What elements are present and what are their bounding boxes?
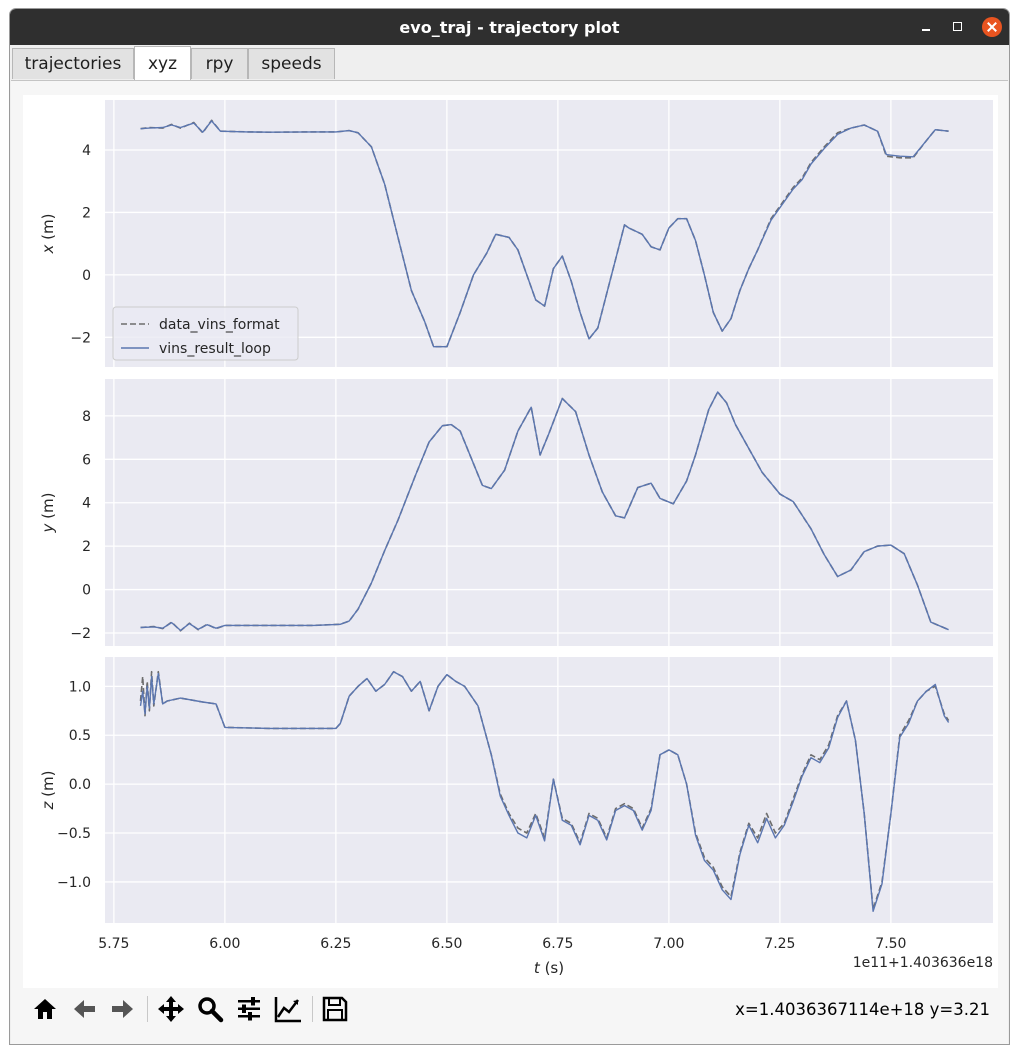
x-tick-label: 6.50 bbox=[431, 936, 462, 952]
x-tick-label: 6.75 bbox=[542, 936, 573, 952]
tab-bar: trajectories xyz rpy speeds bbox=[10, 45, 1009, 81]
legend-label: vins_result_loop bbox=[159, 341, 271, 357]
navigation-toolbar: x=1.4036367114e+18 y=3.21 bbox=[11, 986, 1008, 1044]
tab-rpy[interactable]: rpy bbox=[191, 48, 248, 79]
y-tick-label: −2 bbox=[70, 330, 91, 346]
x-axis-label: t (s) bbox=[534, 959, 564, 977]
tab-xyz[interactable]: xyz bbox=[134, 46, 191, 81]
y-tick-label: −1.0 bbox=[57, 875, 91, 891]
back-arrow-icon[interactable] bbox=[69, 994, 99, 1024]
forward-arrow-icon[interactable] bbox=[108, 994, 138, 1024]
y-axis-label: x (m) bbox=[39, 214, 57, 255]
series-line-vins_result_loop bbox=[139, 671, 950, 912]
y-tick-label: 0.5 bbox=[69, 728, 91, 744]
window-title: evo_traj - trajectory plot bbox=[399, 18, 620, 37]
save-icon[interactable] bbox=[320, 994, 350, 1024]
y-axis-label: z (m) bbox=[39, 771, 57, 811]
y-tick-label: −0.5 bbox=[57, 826, 91, 842]
series-line-vins_result_loop bbox=[140, 391, 949, 632]
subplot-y: −2 0 2 4 6 8 y (m) bbox=[39, 379, 993, 646]
x-tick-label: 6.25 bbox=[320, 936, 351, 952]
legend-box bbox=[112, 306, 299, 361]
x-tick-label: 5.75 bbox=[98, 936, 129, 952]
tab-trajectories[interactable]: trajectories bbox=[12, 48, 134, 79]
series-line-vins_result_loop bbox=[140, 120, 949, 348]
title-bar: evo_traj - trajectory plot bbox=[10, 9, 1009, 45]
x-offset-label: 1e11+1.403636e18 bbox=[853, 955, 993, 971]
y-tick-label: 0 bbox=[82, 268, 91, 284]
subplot-x: −2 0 2 4 x (m) data_vins_format vins_result_lo… bbox=[39, 100, 993, 367]
subplot-z: −1.0 −0.5 0.0 0.5 1.0 z (m) 5.75 6.00 6.25 6.50 6.… bbox=[39, 657, 993, 977]
tab-panel-xyz: −2 0 2 4 x (m) data_vins_format vins_result_lo… bbox=[11, 80, 1008, 1044]
y-tick-label: 8 bbox=[82, 409, 91, 425]
figure-canvas[interactable]: −2 0 2 4 x (m) data_vins_format vins_result_lo… bbox=[23, 95, 998, 988]
minimize-icon[interactable] bbox=[916, 17, 936, 37]
legend: data_vins_format vins_result_loop bbox=[112, 306, 299, 361]
edit-axis-icon[interactable] bbox=[273, 994, 303, 1024]
y-tick-label: 2 bbox=[82, 205, 91, 221]
y-tick-label: 6 bbox=[82, 452, 91, 468]
pan-icon[interactable] bbox=[156, 994, 186, 1024]
close-icon[interactable] bbox=[982, 17, 1002, 37]
plot-area bbox=[105, 657, 993, 923]
toolbar-separator bbox=[147, 996, 148, 1022]
y-tick-label: 2 bbox=[82, 539, 91, 555]
x-tick-label: 6.00 bbox=[209, 936, 240, 952]
maximize-icon[interactable] bbox=[948, 17, 968, 37]
y-tick-label: 1.0 bbox=[69, 679, 91, 695]
cursor-coordinates: x=1.4036367114e+18 y=3.21 bbox=[735, 1000, 990, 1019]
tab-speeds[interactable]: speeds bbox=[248, 48, 335, 79]
x-tick-label: 7.50 bbox=[875, 936, 906, 952]
x-tick-label: 7.25 bbox=[764, 936, 795, 952]
plot-area bbox=[105, 379, 993, 646]
y-axis-label: y (m) bbox=[39, 493, 57, 534]
chart-svg: −2 0 2 4 x (m) data_vins_format vins_result_lo… bbox=[39, 100, 993, 977]
configure-subplots-icon[interactable] bbox=[234, 994, 264, 1024]
legend-label: data_vins_format bbox=[159, 317, 280, 333]
y-tick-label: 4 bbox=[82, 496, 91, 512]
home-icon[interactable] bbox=[30, 994, 60, 1024]
y-tick-label: −2 bbox=[70, 626, 91, 642]
toolbar-separator bbox=[312, 996, 313, 1022]
x-tick-label: 7.00 bbox=[653, 936, 684, 952]
app-window: evo_traj - trajectory plot trajectories … bbox=[9, 8, 1010, 1045]
zoom-icon[interactable] bbox=[195, 994, 225, 1024]
y-tick-label: 4 bbox=[82, 143, 91, 159]
y-tick-label: 0 bbox=[82, 583, 91, 599]
y-tick-label: 0.0 bbox=[69, 777, 91, 793]
